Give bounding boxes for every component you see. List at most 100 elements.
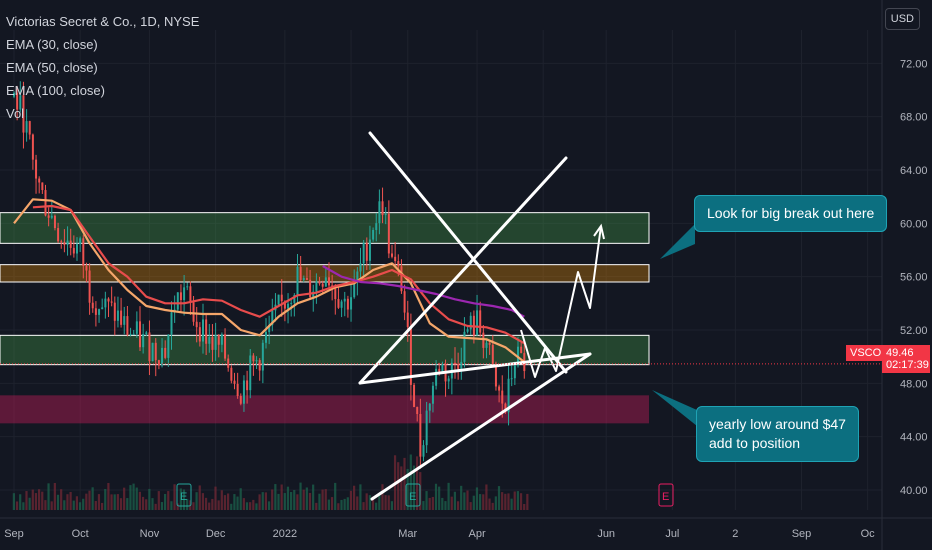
low-text-line2: add to position <box>709 435 801 451</box>
volume-bar <box>25 491 28 510</box>
legend-volume[interactable]: Vol <box>6 106 25 121</box>
earnings-marker[interactable] <box>176 483 192 507</box>
legend-ema30[interactable]: EMA (30, close) <box>6 37 98 52</box>
volume-bar <box>425 491 428 510</box>
volume-bar <box>343 498 346 510</box>
volume-bar <box>267 501 271 510</box>
volume-bar <box>416 456 419 510</box>
candle-body <box>205 319 208 344</box>
volume-bar <box>371 496 375 510</box>
volume-bar <box>274 484 277 510</box>
candle-body <box>13 92 15 97</box>
candle-body <box>88 270 91 303</box>
earnings-marker-upcoming[interactable] <box>658 483 674 507</box>
candle-body <box>69 240 72 248</box>
volume-bar <box>330 497 334 510</box>
candle-body <box>233 380 236 384</box>
candle-body <box>296 266 299 296</box>
volume-bar <box>296 494 299 510</box>
candle-body <box>346 298 349 310</box>
volume-bar <box>507 493 510 510</box>
grid-lines <box>0 30 882 510</box>
volume-bar <box>148 488 151 510</box>
candle-body <box>63 242 66 245</box>
ema-line-1 <box>13 198 525 363</box>
volume-bar <box>233 494 236 510</box>
volume-bar <box>236 496 239 510</box>
volume-bar <box>497 486 501 510</box>
candle-body <box>431 385 434 404</box>
currency-button[interactable]: USD <box>884 8 920 30</box>
candle-body <box>255 360 258 362</box>
volume-bar <box>141 496 145 510</box>
candle-body <box>50 215 53 218</box>
ema-lines <box>13 198 525 363</box>
volume-bar <box>170 501 173 510</box>
horizontal-zones <box>0 212 650 424</box>
candle-body <box>438 368 441 372</box>
earnings-marker[interactable] <box>405 483 421 507</box>
volume-bar <box>75 496 78 510</box>
candle-body <box>299 266 302 280</box>
volume-bar <box>523 503 526 510</box>
candle-body <box>66 240 69 245</box>
volume-bar <box>129 485 132 510</box>
candle-body <box>249 355 252 391</box>
volume-bar <box>264 492 267 510</box>
candle-body <box>356 271 359 281</box>
volume-bar <box>365 493 368 510</box>
volume-bar <box>501 492 504 510</box>
volume-bar <box>91 487 94 510</box>
volume-bar <box>34 493 38 510</box>
volume-bar <box>400 466 403 510</box>
descending-trendline[interactable] <box>368 131 568 374</box>
candle-body <box>91 302 94 309</box>
volume-bar <box>227 493 230 510</box>
volume-bar <box>107 482 110 510</box>
countdown: 02:17:39 <box>886 359 929 371</box>
volume-bar <box>15 501 19 510</box>
volume-bar <box>53 482 56 510</box>
volume-bar <box>450 496 453 510</box>
triangle-base-line[interactable] <box>358 352 592 385</box>
volume-bar <box>60 489 63 510</box>
candle-body <box>312 291 315 298</box>
candle-body <box>353 280 356 298</box>
candle-body <box>82 238 85 266</box>
volume-bar <box>456 501 460 510</box>
candle-body <box>454 362 456 365</box>
volume-bar <box>245 502 249 510</box>
y-tick-label: 40.00 <box>900 485 928 497</box>
volume-bar <box>19 494 22 510</box>
projected-path[interactable] <box>520 225 602 378</box>
volume-bar <box>255 503 258 510</box>
ascending-trendline[interactable] <box>358 156 568 385</box>
support-trendline[interactable] <box>370 352 592 501</box>
candle-body <box>19 95 22 110</box>
candle-body <box>416 406 419 415</box>
volume-bar <box>167 491 170 510</box>
ema-line-3 <box>322 265 525 318</box>
volume-bar <box>485 484 488 510</box>
volume-bar <box>126 498 129 510</box>
volume-bar <box>519 493 523 510</box>
volume-bar <box>123 487 126 510</box>
candle-body <box>305 278 308 280</box>
volume-bar <box>308 492 312 510</box>
candle-body <box>129 333 132 335</box>
candle-body <box>413 384 416 407</box>
candle-body <box>372 229 375 240</box>
legend-ema100[interactable]: EMA (100, close) <box>6 83 105 98</box>
candle-body <box>230 367 233 381</box>
volume-bar <box>220 490 223 510</box>
legend-ema50[interactable]: EMA (50, close) <box>6 60 98 75</box>
volume-bar <box>132 483 135 510</box>
candle-body <box>482 332 485 348</box>
arrow-head <box>593 223 605 240</box>
volume-bar <box>494 496 497 510</box>
candle-body <box>116 310 119 321</box>
candle-body <box>331 285 334 287</box>
volume-bar <box>198 485 201 510</box>
price-candles <box>13 81 526 469</box>
